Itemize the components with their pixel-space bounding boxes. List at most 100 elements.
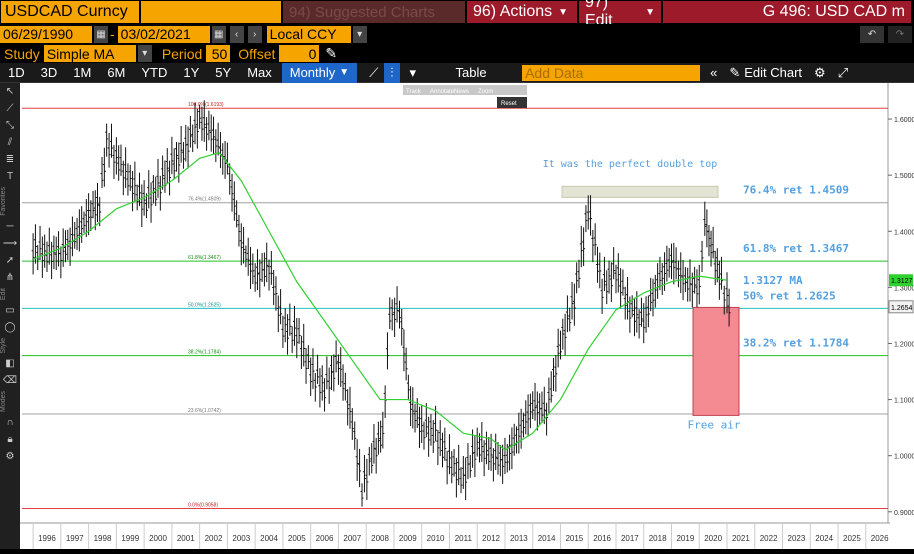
table-label: Table (455, 65, 487, 80)
x-tick-label: 2022 (760, 534, 778, 543)
double-top-label: It was the perfect double top (543, 159, 718, 170)
x-tick-label: 2006 (316, 534, 334, 543)
range-ytd-button[interactable]: YTD (141, 65, 168, 80)
mini-toolbar-track-button[interactable]: Track (406, 89, 422, 95)
pencil-icon[interactable]: ✎ (325, 45, 338, 61)
bar-chart-icon[interactable]: ⫶ (384, 62, 400, 83)
start-date-field[interactable]: 06/29/1990 (0, 25, 92, 43)
fib-tool-icon[interactable]: ≣ (5, 154, 15, 165)
chart-area[interactable]: 1996 1997 1998 1999 2000 2001 2002 2003 2004 2005… (0, 83, 914, 549)
reset-button-bg (497, 97, 527, 108)
channel-tool-icon[interactable]: ⫽ (7, 137, 13, 148)
range-1y-button[interactable]: 1Y (183, 65, 200, 80)
expand-icon[interactable]: ⤢ (837, 64, 849, 80)
ma-price-label: 1.3127 (891, 278, 913, 285)
cursor-icon[interactable]: ↖ (5, 86, 15, 97)
x-tick-label: 2026 (871, 534, 889, 543)
mini-toolbar-news-button[interactable]: News (454, 89, 469, 95)
frequency-select[interactable]: Monthly ▼ (281, 62, 358, 83)
x-tick-label: 2017 (621, 534, 639, 543)
range-5y-button[interactable]: 5Y (215, 65, 232, 80)
fib-level-label: 23.6%(1.0742) (188, 408, 221, 414)
y-tick-label: 1.6000 (894, 117, 914, 124)
color-tool-icon[interactable]: ◧ (5, 358, 15, 370)
actions-menu[interactable]: 96) Actions ▼ (467, 1, 577, 23)
chevron-down-icon[interactable]: ▾ (352, 25, 367, 43)
date-bar: 06/29/1990 ▦ - 03/02/2021 ▦ ‹ › Local CC… (0, 24, 914, 44)
x-tick-label: 2025 (843, 534, 861, 543)
drawing-toolbar: ↖ ⟋ ⤡ ⫽ ≣ T Favorites ─ ⟶ ➚ ⋔ Edit ▭ ◯ S… (0, 83, 20, 549)
study-label: Study (4, 45, 40, 62)
ma-price-tag (889, 274, 913, 287)
table-button[interactable]: Table (436, 63, 506, 83)
y-tick-label: 1.0000 (894, 454, 914, 461)
redo-icon[interactable]: ↷ (888, 25, 912, 43)
collapse-left-icon[interactable]: « (710, 65, 718, 80)
pitchfork-tool-icon[interactable]: ⋔ (5, 271, 15, 283)
chevron-down-icon[interactable]: ▾ (409, 64, 417, 80)
actions-label: 96) Actions (473, 3, 553, 20)
fib-level-label: 61.8%(1.3467) (188, 255, 221, 261)
ray-tool-icon[interactable]: ⟶ (2, 237, 18, 249)
hline-tool-icon[interactable]: ─ (6, 220, 14, 232)
chevron-left-icon[interactable]: ‹ (229, 25, 244, 43)
gear-icon[interactable]: ⚙ (5, 451, 15, 463)
end-date-field[interactable]: 03/02/2021 (117, 25, 210, 43)
x-tick-label: 2000 (149, 534, 167, 543)
fib-ret-label: 50% ret 1.2625 (743, 289, 836, 302)
frequency-text: Monthly (289, 65, 336, 80)
x-tick-label: 2005 (288, 534, 306, 543)
offset-value: 0 (308, 45, 317, 62)
mini-toolbar-reset-button[interactable]: Reset (501, 101, 517, 107)
add-data-input[interactable]: Add Data (522, 64, 701, 81)
ellipse-tool-icon[interactable]: ◯ (4, 321, 16, 333)
fib-level-label: 0.0%(0.9058) (188, 503, 218, 509)
security-input-blank[interactable] (141, 1, 281, 23)
x-tick-label: 2019 (676, 534, 694, 543)
range-max-button[interactable]: Max (247, 65, 272, 80)
mini-toolbar-annotate-button[interactable]: Annotate (430, 89, 455, 95)
lock-icon[interactable]: 🔒︎ (7, 434, 13, 446)
edit-chart-button[interactable]: ✎ Edit Chart (723, 63, 808, 83)
x-tick-label: 1997 (66, 534, 84, 543)
x-tick-label: 2004 (260, 534, 278, 543)
chevron-right-icon[interactable]: › (247, 25, 262, 43)
line-chart-icon[interactable]: ⟋ (369, 64, 379, 80)
price-chart[interactable]: 1996 1997 1998 1999 2000 2001 2002 2003 2004 2005… (0, 83, 914, 549)
range-6m-button[interactable]: 6M (107, 65, 126, 80)
chart-title: G 496: USD CAD m (663, 1, 911, 23)
x-tick-label: 2014 (538, 534, 556, 543)
range-1m-button[interactable]: 1M (73, 65, 92, 80)
rectangle-tool-icon[interactable]: ▭ (5, 304, 15, 316)
trend-tool-icon[interactable]: ⤡ (6, 120, 14, 131)
add-data-placeholder: Add Data (525, 64, 584, 81)
calendar-icon[interactable]: ▦ (211, 25, 226, 43)
y-tick-label: 1.3000 (894, 285, 914, 292)
line-tool-icon[interactable]: ⟋ (6, 103, 14, 114)
period-input[interactable]: 50 (206, 45, 231, 62)
suggested-charts-button[interactable]: 94) Suggested Charts (283, 1, 465, 23)
x-tick-label: 1996 (38, 534, 56, 543)
text-tool-icon[interactable]: T (6, 171, 14, 182)
settings-icon[interactable]: ⚙ (814, 64, 826, 80)
edit-menu[interactable]: 97) Edit ▼ (579, 0, 661, 29)
x-tick-label: 2002 (205, 534, 223, 543)
free-air-label: Free air (688, 418, 741, 431)
magnet-icon[interactable]: ∩ (6, 417, 14, 429)
eraser-tool-icon[interactable]: ⌫ (2, 375, 18, 387)
security-field[interactable]: USDCAD Curncy (1, 1, 139, 23)
study-select[interactable]: Simple MA (43, 45, 136, 62)
offset-input[interactable]: 0 (279, 45, 320, 62)
range-3d-button[interactable]: 3D (40, 65, 58, 80)
chevron-down-icon[interactable]: ▾ (137, 45, 152, 62)
undo-icon[interactable]: ↶ (860, 25, 884, 43)
fib-ret-label: 38.2% ret 1.1784 (743, 337, 849, 350)
study-value: Simple MA (46, 45, 115, 62)
currency-select[interactable]: Local CCY (266, 25, 351, 43)
range-1d-button[interactable]: 1D (8, 65, 25, 80)
chevron-down-icon: ▼ (645, 6, 655, 18)
arrow-tool-icon[interactable]: ➚ (5, 254, 15, 266)
mini-toolbar-zoom-button[interactable]: Zoom (478, 89, 493, 95)
calendar-icon[interactable]: ▦ (94, 25, 108, 43)
period-label: Period (161, 45, 203, 62)
